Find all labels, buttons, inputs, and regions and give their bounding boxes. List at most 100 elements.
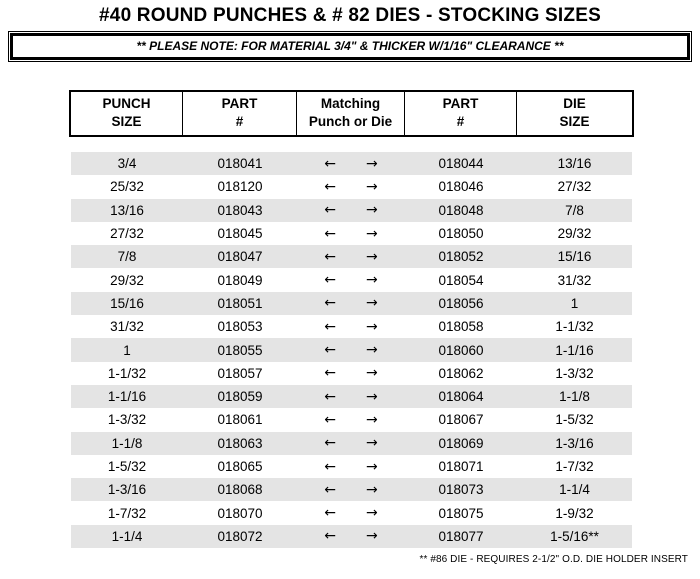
arrow-right-icon: → <box>366 388 378 405</box>
arrow-right-icon: → <box>366 481 378 498</box>
table-row: 1-3/16 018068 ← → 018073 1-1/4 <box>71 478 632 502</box>
arrow-right-icon: → <box>366 272 378 289</box>
die-size-cell: 29/32 <box>557 226 592 242</box>
column-header-line: SIZE <box>559 114 590 129</box>
arrow-left-icon: ← <box>324 295 336 312</box>
die-size-cell: 1 <box>570 295 579 311</box>
arrow-right-icon: → <box>366 202 378 219</box>
punch-part-cell: 018065 <box>217 459 263 474</box>
die-size-cell: 31/32 <box>557 272 592 288</box>
table-rows: 3/4 018041 ← → 018044 13/16 25/32 018120… <box>71 152 632 549</box>
punch-part-cell: 018072 <box>217 528 263 544</box>
column-header-line: Matching <box>320 96 381 111</box>
punch-size-cell: 13/16 <box>110 202 144 218</box>
die-size-cell: 1-1/32 <box>555 319 594 335</box>
matching-cell: ← → <box>297 390 405 404</box>
die-part-cell: 018064 <box>438 389 484 405</box>
table-row: 1-1/4 018072 ← → 018077 1-5/16** <box>71 524 632 549</box>
punch-size-cell: 1-1/8 <box>111 435 143 451</box>
column-header-line: PART <box>442 96 479 111</box>
matching-cell: ← → <box>297 273 405 287</box>
die-part-cell: 018077 <box>438 528 484 544</box>
die-part-cell: 018071 <box>438 459 484 474</box>
die-part-cell: 018073 <box>438 482 484 498</box>
table-row: 1-1/32 018057 ← → 018062 1-3/32 <box>71 362 632 385</box>
matching-cell: ← → <box>297 320 405 334</box>
arrow-right-icon: → <box>366 178 378 195</box>
punch-part-cell: 018061 <box>217 412 263 428</box>
die-size-cell: 15/16 <box>557 249 592 265</box>
punch-size-cell: 15/16 <box>110 295 144 311</box>
table-row: 27/32 018045 ← → 018050 29/32 <box>71 222 632 245</box>
punch-part-cell: 018063 <box>217 435 263 451</box>
die-size-cell: 1-3/32 <box>555 365 594 381</box>
die-size-cell: 1-5/32 <box>555 412 594 428</box>
matching-cell: ← → <box>297 296 405 310</box>
punch-size-cell: 25/32 <box>110 179 144 195</box>
punch-part-cell: 018120 <box>217 179 263 195</box>
table-row: 31/32 018053 ← → 018058 1-1/32 <box>71 315 632 338</box>
punch-part-cell: 018041 <box>217 156 263 172</box>
die-part-cell: 018046 <box>438 179 484 195</box>
matching-cell: ← → <box>297 413 405 427</box>
die-size-cell: 1-1/4 <box>559 482 590 498</box>
matching-cell: ← → <box>297 506 405 520</box>
table-row: 29/32 018049 ← → 018054 31/32 <box>71 268 632 291</box>
punch-size-cell: 3/4 <box>117 156 137 172</box>
page-title: #40 ROUND PUNCHES & # 82 DIES - STOCKING… <box>99 5 601 26</box>
arrow-left-icon: ← <box>324 505 336 522</box>
die-size-cell: 27/32 <box>557 179 592 195</box>
punch-part-cell: 018055 <box>217 342 263 358</box>
table-header: PUNCH SIZE PART # Matching Punch or Die … <box>69 90 634 137</box>
punch-part-cell: 018059 <box>217 389 263 405</box>
matching-cell: ← → <box>297 157 405 171</box>
column-header-line: Punch or Die <box>308 114 393 129</box>
die-part-cell: 018060 <box>438 342 484 358</box>
die-part-cell: 018048 <box>438 202 484 218</box>
arrow-left-icon: ← <box>324 248 336 265</box>
arrow-left-icon: ← <box>324 528 336 545</box>
die-size-cell: 1-1/16 <box>555 342 594 358</box>
punch-size-cell: 1-7/32 <box>107 505 147 521</box>
arrow-left-icon: ← <box>324 155 336 172</box>
die-part-cell: 018067 <box>438 412 484 428</box>
punch-part-cell: 018057 <box>217 365 263 381</box>
matching-cell: ← → <box>297 436 405 450</box>
arrow-right-icon: → <box>366 365 378 382</box>
die-part-cell: 018044 <box>438 156 484 172</box>
die-part-cell: 018050 <box>438 226 484 242</box>
die-part-cell: 018075 <box>438 505 484 521</box>
die-size-cell: 1-1/8 <box>559 389 590 405</box>
punch-size-cell: 27/32 <box>110 226 144 242</box>
die-part-cell: 018069 <box>438 435 484 451</box>
column-header-line: PUNCH <box>102 96 151 111</box>
table-row: 1-3/32 018061 ← → 018067 1-5/32 <box>71 408 632 431</box>
table-row: 15/16 018051 ← → 018056 1 <box>71 291 632 316</box>
arrow-right-icon: → <box>366 248 378 265</box>
table-row: 1 018055 ← → 018060 1-1/16 <box>71 338 632 362</box>
arrow-right-icon: → <box>366 505 378 522</box>
arrow-right-icon: → <box>366 155 378 172</box>
arrow-right-icon: → <box>366 435 378 452</box>
arrow-left-icon: ← <box>324 435 336 452</box>
matching-cell: ← → <box>297 529 405 543</box>
table-row: 3/4 018041 ← → 018044 13/16 <box>71 152 632 176</box>
table-row: 1-1/8 018063 ← → 018069 1-3/16 <box>71 431 632 455</box>
column-header-die-size: DIE SIZE <box>517 92 632 135</box>
table-row: 7/8 018047 ← → 018052 15/16 <box>71 245 632 269</box>
arrow-left-icon: ← <box>324 458 336 475</box>
matching-cell: ← → <box>297 460 405 474</box>
die-size-cell: 1-7/32 <box>555 459 594 474</box>
punch-part-cell: 018049 <box>217 272 263 288</box>
column-header-matching: Matching Punch or Die <box>297 92 405 135</box>
die-size-cell: 1-3/16 <box>555 435 594 451</box>
matching-cell: ← → <box>297 227 405 241</box>
punch-size-cell: 29/32 <box>110 272 144 288</box>
punch-size-cell: 1-5/32 <box>107 459 147 474</box>
arrow-right-icon: → <box>366 295 378 312</box>
table-row: 25/32 018120 ← → 018046 27/32 <box>71 175 632 198</box>
matching-cell: ← → <box>297 343 405 357</box>
punch-part-cell: 018051 <box>217 295 263 311</box>
note-text: ** PLEASE NOTE: FOR MATERIAL 3/4" & THIC… <box>10 33 690 60</box>
die-part-cell: 018054 <box>438 272 484 288</box>
